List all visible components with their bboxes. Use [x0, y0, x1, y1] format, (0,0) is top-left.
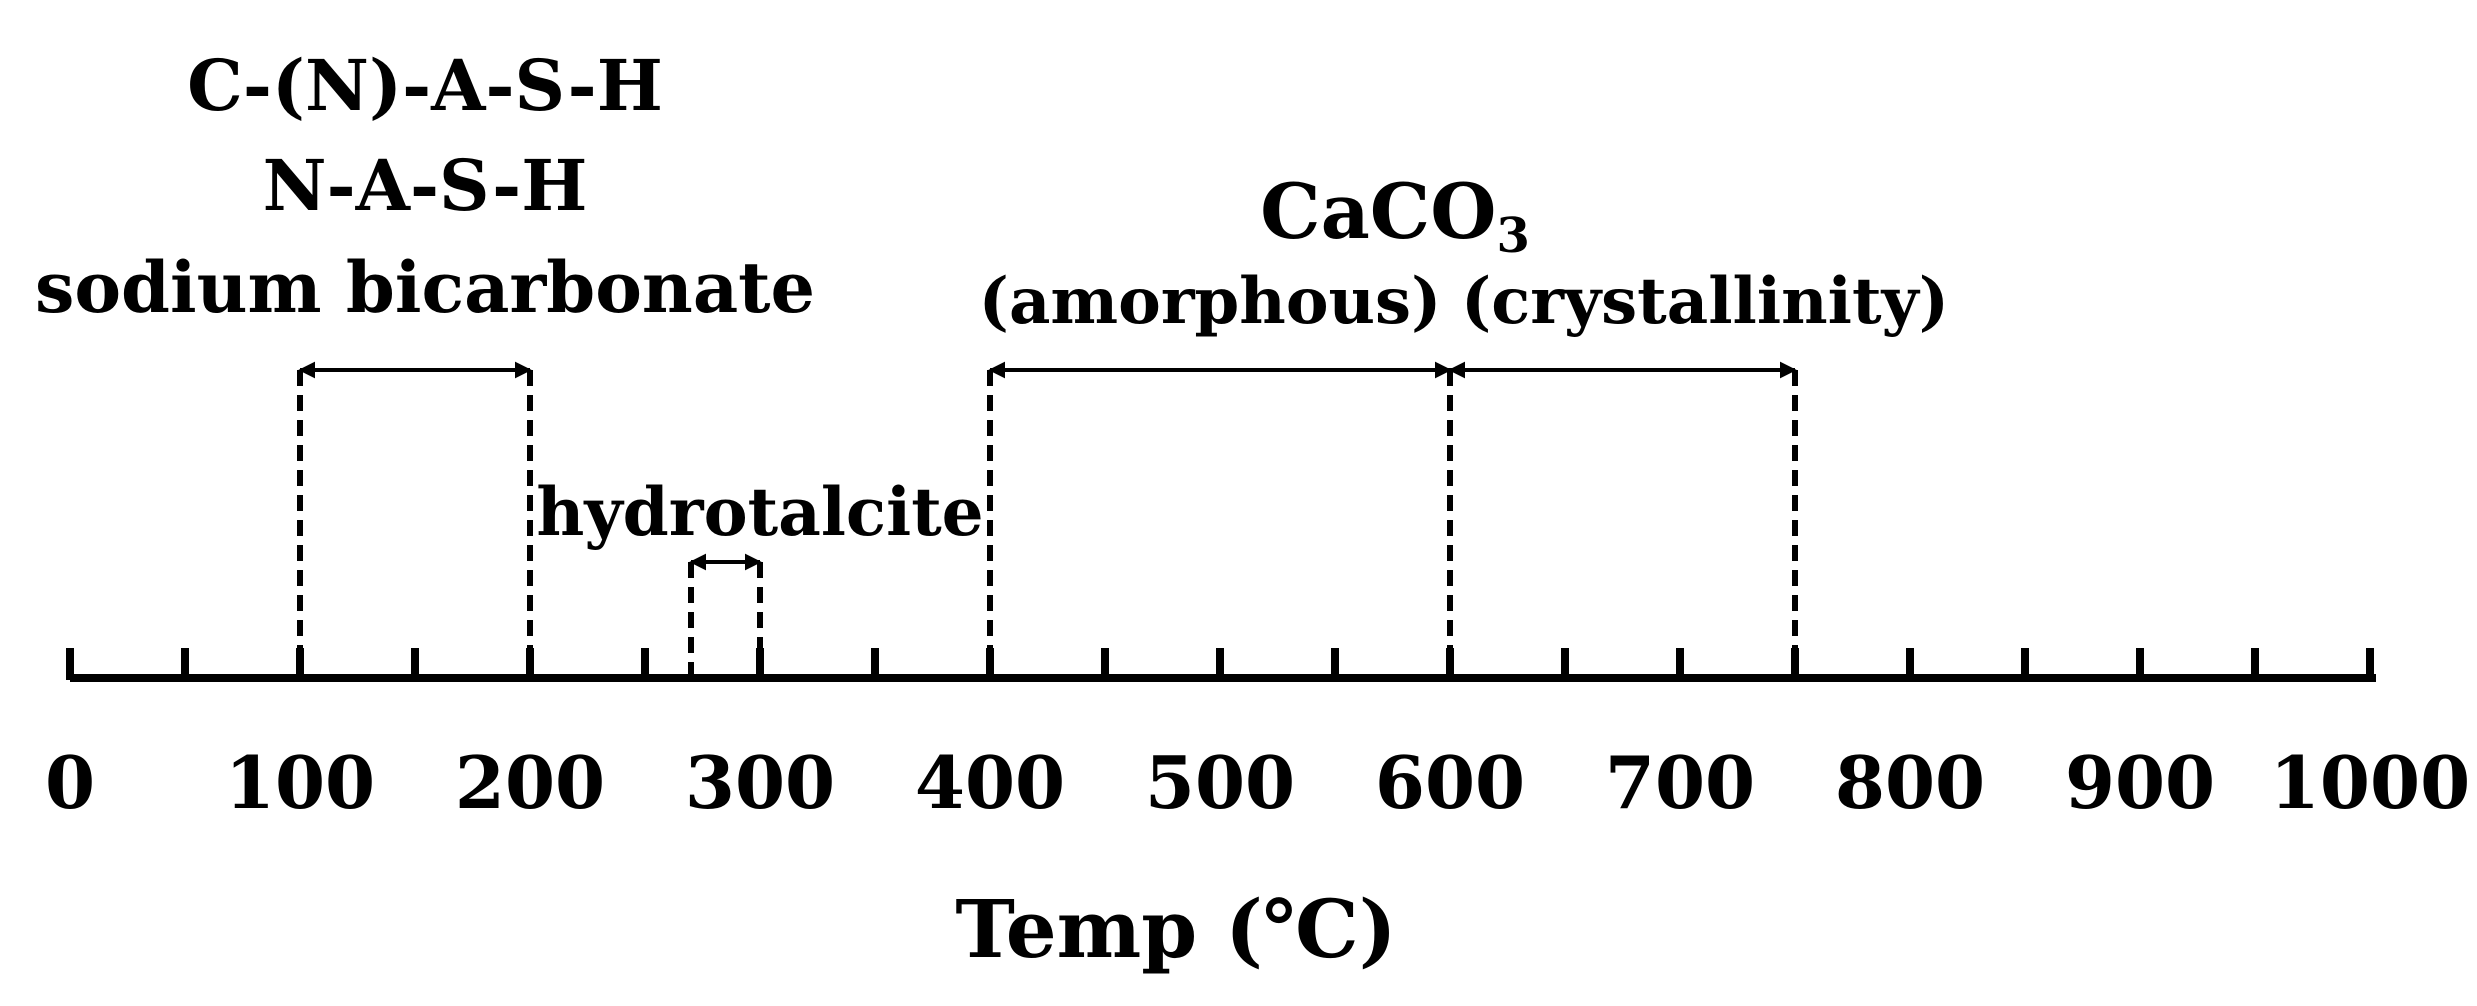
label-hydrotalcite: hydrotalcite	[536, 473, 983, 551]
tick-label: 300	[685, 740, 835, 825]
label-crystallinity: (crystallinity)	[1461, 264, 1949, 339]
tick-label: 100	[225, 740, 375, 825]
label-sodium-bicarbonate: sodium bicarbonate	[35, 246, 815, 329]
tick-label: 400	[915, 740, 1065, 825]
tick-label: 900	[2065, 740, 2215, 825]
tick-label: 500	[1145, 740, 1295, 825]
tick-label: 700	[1605, 740, 1755, 825]
range-boundaries	[297, 370, 1798, 674]
label-amorphous: (amorphous)	[979, 264, 1442, 339]
range-arrows	[298, 361, 1797, 571]
axis-ticks	[66, 648, 2374, 680]
caco3-formula: CaCO	[1260, 167, 1496, 256]
label-n-a-s-h: N-A-S-H	[263, 144, 588, 227]
tick-label: 0	[45, 740, 95, 825]
label-c-n-a-s-h: C-(N)-A-S-H	[187, 44, 663, 127]
tick-label: 1000	[2270, 740, 2470, 825]
caco3-subscript: 3	[1497, 208, 1530, 264]
axis-tick-labels: 0 100 200 300 400 500 600 700 800 900 1000	[45, 740, 2470, 825]
tick-label: 800	[1835, 740, 1985, 825]
tick-label: 600	[1375, 740, 1525, 825]
axis-title: Temp (℃)	[955, 882, 1396, 976]
label-caco3: CaCO3	[1260, 167, 1530, 264]
tick-label: 200	[455, 740, 605, 825]
